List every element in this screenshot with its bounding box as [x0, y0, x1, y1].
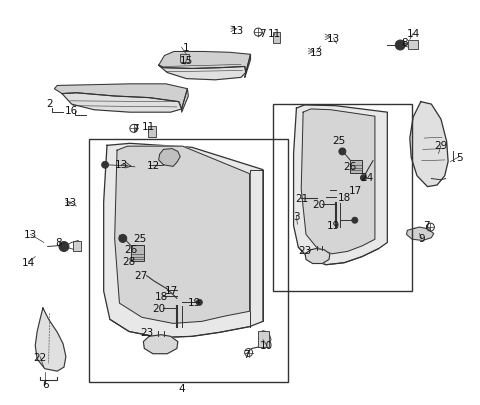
- Bar: [273, 33, 280, 44]
- Text: 23: 23: [140, 328, 153, 337]
- Text: 24: 24: [360, 172, 374, 182]
- Bar: [131, 246, 144, 261]
- Text: 13: 13: [231, 26, 244, 36]
- Text: 29: 29: [434, 141, 447, 151]
- Text: 26: 26: [343, 161, 357, 171]
- Text: 12: 12: [146, 160, 159, 171]
- Text: 7: 7: [259, 29, 266, 39]
- Text: 26: 26: [124, 244, 138, 254]
- Text: 25: 25: [133, 234, 146, 244]
- Text: 13: 13: [310, 48, 323, 58]
- Polygon shape: [301, 110, 375, 254]
- Bar: [350, 160, 362, 173]
- Text: 8: 8: [401, 38, 408, 48]
- Text: 11: 11: [268, 29, 282, 39]
- Text: 13: 13: [24, 230, 37, 240]
- Text: 13: 13: [115, 160, 128, 170]
- Circle shape: [102, 162, 108, 169]
- Polygon shape: [62, 94, 181, 113]
- Polygon shape: [245, 55, 251, 78]
- Polygon shape: [305, 249, 330, 264]
- Text: 16: 16: [64, 105, 78, 115]
- Text: 19: 19: [327, 221, 340, 231]
- Circle shape: [339, 149, 346, 156]
- Text: 20: 20: [152, 303, 165, 313]
- Text: 2: 2: [46, 99, 53, 109]
- Text: 18: 18: [155, 292, 168, 302]
- Text: 19: 19: [188, 298, 201, 307]
- Circle shape: [352, 217, 358, 224]
- Circle shape: [196, 300, 203, 306]
- Polygon shape: [54, 85, 187, 110]
- Text: 17: 17: [349, 185, 362, 195]
- Text: 17: 17: [165, 286, 178, 296]
- Bar: [180, 55, 189, 63]
- Text: 13: 13: [327, 34, 340, 44]
- Polygon shape: [181, 90, 188, 113]
- Polygon shape: [104, 144, 263, 338]
- Polygon shape: [144, 335, 178, 354]
- Text: 14: 14: [407, 29, 420, 39]
- Polygon shape: [159, 52, 251, 73]
- Text: 3: 3: [293, 212, 300, 222]
- Text: 9: 9: [419, 234, 425, 244]
- Text: 7: 7: [132, 123, 139, 133]
- Polygon shape: [115, 147, 250, 324]
- Bar: [89, 140, 288, 382]
- Bar: [258, 332, 269, 347]
- Polygon shape: [407, 228, 434, 241]
- Text: 8: 8: [55, 237, 62, 247]
- Bar: [408, 41, 418, 50]
- Bar: [72, 242, 81, 252]
- Circle shape: [395, 41, 405, 51]
- Bar: [274, 105, 412, 291]
- Polygon shape: [159, 66, 246, 81]
- Text: 18: 18: [338, 192, 351, 202]
- Text: 27: 27: [134, 270, 148, 280]
- Circle shape: [360, 175, 366, 181]
- Text: 22: 22: [34, 352, 47, 362]
- Text: 14: 14: [22, 257, 35, 267]
- Text: 13: 13: [63, 198, 77, 207]
- Text: 28: 28: [122, 256, 136, 266]
- Polygon shape: [410, 102, 448, 187]
- Text: 20: 20: [312, 200, 325, 209]
- Text: 5: 5: [456, 152, 462, 162]
- Text: 23: 23: [298, 245, 311, 255]
- Polygon shape: [294, 106, 387, 265]
- Text: 6: 6: [42, 379, 48, 389]
- Text: 21: 21: [296, 194, 309, 203]
- Text: 1: 1: [183, 43, 190, 53]
- Bar: [148, 127, 156, 138]
- Text: 15: 15: [180, 55, 193, 66]
- Text: 10: 10: [260, 340, 273, 350]
- Polygon shape: [159, 149, 180, 167]
- Text: 7: 7: [243, 349, 250, 359]
- Polygon shape: [35, 308, 66, 371]
- Text: 4: 4: [179, 383, 185, 393]
- Circle shape: [59, 242, 69, 252]
- Text: 11: 11: [142, 122, 155, 132]
- Text: 7: 7: [423, 221, 430, 231]
- Circle shape: [119, 235, 127, 243]
- Text: 25: 25: [332, 136, 345, 146]
